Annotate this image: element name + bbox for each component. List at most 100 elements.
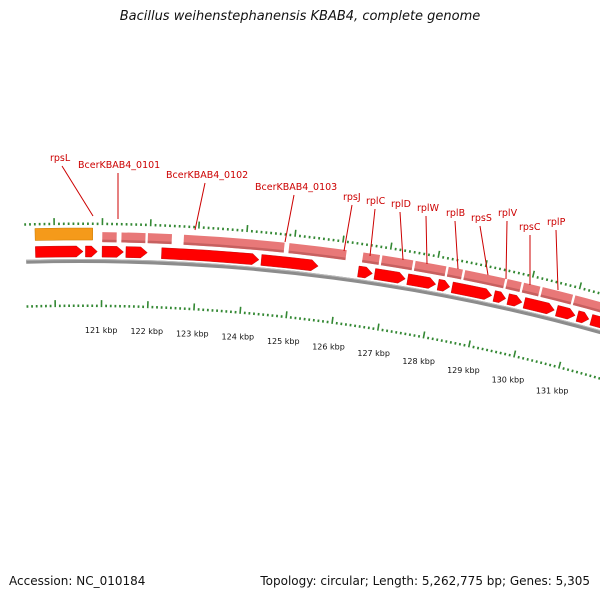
tick-label: 126 kbp (312, 343, 345, 352)
outer-tick (437, 250, 441, 258)
outer-tick (564, 282, 567, 286)
inner-tick (422, 331, 426, 339)
forward-cds-arrow (555, 305, 576, 320)
forward-cds-track (35, 245, 600, 329)
gene-label: rplD (391, 199, 411, 210)
outer-tick (583, 287, 586, 291)
gene-label-leader (194, 182, 206, 231)
gene-label-leader (425, 215, 428, 265)
forward-cds-arrow (35, 245, 84, 258)
gene-label: rpsC (519, 222, 541, 233)
inner-tick (476, 346, 480, 350)
forward-cds-arrow (125, 246, 148, 259)
outer-tick (479, 263, 483, 267)
inner-tick (553, 364, 556, 368)
outer-tick (555, 280, 558, 284)
reverse-cds-shade (540, 294, 572, 305)
gene-label: rpsL (50, 153, 71, 164)
inner-tick (458, 342, 462, 346)
outer-tick (517, 271, 520, 275)
orange-feature-track (34, 227, 93, 241)
backbone-arc (26, 259, 600, 335)
genome-stats-text: Topology: circular; Length: 5,262,775 bp… (260, 574, 590, 588)
forward-cds-arrow (260, 254, 319, 271)
gene-label: rplW (417, 203, 440, 214)
gene-label-leader (555, 229, 559, 291)
forward-cds-arrow (373, 268, 406, 284)
tick-label: 123 kbp (176, 329, 209, 338)
inner-tick (562, 367, 565, 370)
forward-cds-arrow (406, 273, 437, 289)
inner-tick (517, 355, 520, 359)
inner-tick (598, 376, 600, 380)
gene-labels: rpsL BcerKBAB4_0101 BcerKBAB4_0102 BcerK… (50, 153, 566, 233)
inner-tick (539, 361, 543, 365)
gene-label: rpsJ (343, 192, 361, 203)
inner-tick (485, 348, 489, 352)
forward-cds-arrow (492, 290, 507, 303)
inner-tick (526, 357, 529, 361)
outer-tick (389, 242, 393, 250)
inner-tick (239, 306, 242, 314)
outer-tick (512, 270, 516, 274)
gene-label-leader (505, 220, 508, 280)
inner-tick (472, 345, 475, 349)
outer-tick (569, 284, 572, 288)
inner-tick (566, 368, 570, 372)
reverse-cds-shade (572, 302, 600, 313)
tick-label: 131 kbp (536, 387, 569, 396)
outer-tick (578, 282, 583, 290)
tick-label: 124 kbp (222, 333, 255, 342)
inner-tick (544, 362, 547, 366)
outer-tick (503, 268, 506, 272)
tick-label: 125 kbp (267, 337, 300, 346)
reverse-cds-shade (102, 239, 117, 243)
reverse-cds-shade (505, 286, 521, 292)
outer-tick (592, 290, 596, 294)
tick-label: 128 kbp (402, 357, 435, 366)
forward-cds-arrow (589, 314, 600, 329)
reverse-cds-segment (380, 255, 414, 271)
outer-tick (587, 289, 591, 292)
reverse-cds-shade (361, 259, 379, 265)
inner-tick (490, 349, 493, 353)
gene-label: BcerKBAB4_0103 (255, 182, 337, 193)
gene-label: rpsS (471, 213, 492, 224)
outer-tick (559, 281, 563, 285)
gene-label-leader (399, 211, 404, 261)
tick-label: 121 kbp (85, 326, 118, 335)
gene-label: rplB (446, 208, 465, 219)
forward-cds-arrow (522, 297, 555, 315)
scale-tick-labels: 121 kbp 122 kbp 123 kbp 124 kbp 125 kbp … (85, 326, 569, 396)
gene-label-leader (369, 208, 376, 257)
outer-tick (573, 285, 577, 289)
inner-tick (535, 360, 538, 364)
forward-cds-arrow (450, 281, 493, 300)
reverse-cds-shade (183, 242, 284, 253)
inner-tick (575, 370, 579, 374)
inner-tick (508, 353, 511, 357)
outer-tick (475, 262, 478, 266)
outer-tick (342, 235, 345, 243)
gene-label-leader (343, 204, 353, 252)
inner-tick (557, 361, 562, 369)
outer-tick (541, 277, 544, 281)
backbone-track (26, 259, 600, 335)
outer-tick (508, 269, 511, 273)
reverse-cds-shade (521, 290, 539, 297)
outer-tick (522, 272, 525, 276)
inner-tick (530, 359, 534, 362)
reverse-cds-shade (463, 277, 504, 289)
map-title: Bacillus weihenstephanensis KBAB4, compl… (119, 9, 481, 24)
inner-tick (593, 375, 597, 379)
inner-tick (463, 343, 466, 347)
gene-label-leaders (61, 165, 559, 291)
forward-cds-arrow (436, 279, 451, 292)
reverse-cds-shade (446, 274, 462, 280)
gene-label: rplC (366, 196, 386, 207)
outer-tick (545, 278, 549, 282)
tick-label: 127 kbp (357, 349, 390, 358)
outer-tick (498, 267, 502, 271)
